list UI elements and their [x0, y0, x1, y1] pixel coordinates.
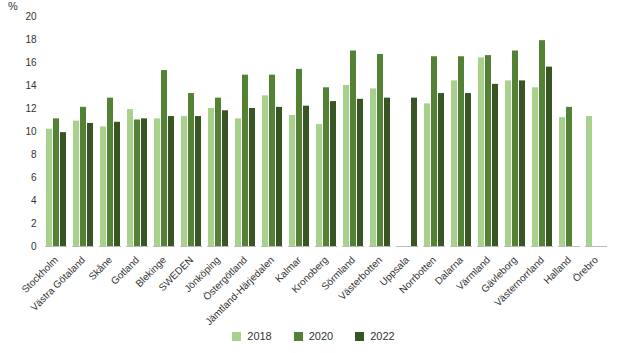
svg-text:Jämtland-Härjedalen: Jämtland-Härjedalen: [203, 254, 276, 327]
html-text:2022: 2022: [370, 330, 395, 342]
svg-text:Örebro: Örebro: [570, 254, 600, 284]
svg-text:4: 4: [31, 195, 37, 206]
svg-text:20: 20: [25, 11, 37, 22]
svg-text:Blekinge: Blekinge: [133, 254, 169, 290]
svg-text:Gävleborg: Gävleborg: [478, 254, 520, 295]
svg-text:Uppsala: Uppsala: [377, 254, 412, 288]
svg-text:Jönköping: Jönköping: [182, 254, 223, 295]
svg-text:Östergötland: Östergötland: [200, 254, 250, 303]
svg-text:Norrbotten: Norrbotten: [397, 254, 438, 295]
svg-text:16: 16: [25, 57, 37, 68]
svg-text:0: 0: [31, 241, 37, 252]
svg-text:Kalmar: Kalmar: [273, 254, 304, 285]
svg-text:6: 6: [31, 172, 37, 183]
svg-text:12: 12: [25, 103, 37, 114]
svg-text:14: 14: [25, 80, 37, 91]
svg-text:18: 18: [25, 34, 37, 45]
svg-text:Västerbotten: Västerbotten: [336, 254, 384, 302]
svg-text:10: 10: [25, 126, 37, 137]
svg-text:Västernorrland: Västernorrland: [492, 254, 546, 308]
svg-text:8: 8: [31, 149, 37, 160]
svg-text:Dalarna: Dalarna: [432, 254, 466, 287]
svg-text:Stockholm: Stockholm: [19, 254, 61, 295]
svg-text:Sörmland: Sörmland: [319, 254, 358, 293]
svg-text:Skåne: Skåne: [86, 254, 115, 283]
svg-text:2: 2: [31, 218, 37, 229]
svg-text:Värmland: Värmland: [454, 254, 493, 293]
html-text:2020: 2020: [308, 330, 334, 342]
svg-text:Kronoberg: Kronoberg: [289, 254, 331, 295]
html-text:2018: 2018: [247, 330, 272, 342]
svg-text:Västra Götaland: Västra Götaland: [28, 254, 87, 313]
svg-text:SWEDEN: SWEDEN: [156, 254, 196, 294]
svg-text:Gotland: Gotland: [108, 254, 142, 287]
svg-text:Halland: Halland: [541, 254, 573, 286]
